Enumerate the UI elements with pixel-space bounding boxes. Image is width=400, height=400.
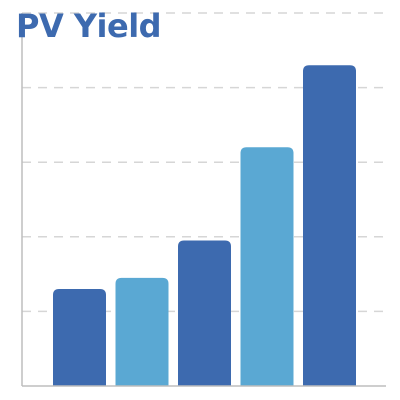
chart-title: PV Yield [16,7,162,45]
bar-1 [53,289,106,386]
bar-3 [178,240,231,386]
bar-2 [115,277,169,386]
bars [53,65,356,386]
bar-4 [240,147,294,386]
axes [21,13,386,387]
bar-5 [303,65,356,386]
